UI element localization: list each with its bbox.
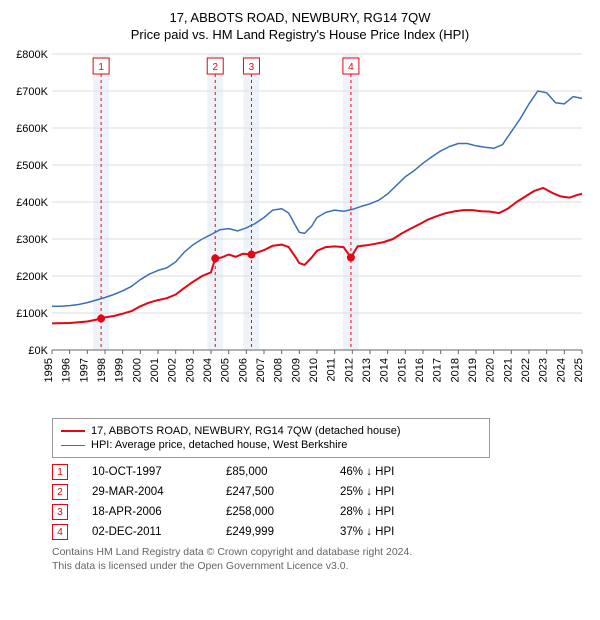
- x-tick-label: 2009: [290, 358, 302, 382]
- x-tick-label: 2011: [326, 358, 338, 382]
- x-tick-label: 2010: [308, 358, 320, 382]
- y-tick-label: £200K: [16, 271, 48, 283]
- event-marker-label: 1: [98, 62, 104, 73]
- x-tick-label: 2023: [538, 358, 550, 382]
- x-tick-label: 2025: [573, 358, 585, 382]
- sale-marker-icon: 2: [52, 484, 68, 500]
- y-tick-label: £100K: [16, 308, 48, 320]
- y-tick-label: £400K: [16, 197, 48, 209]
- x-tick-label: 2021: [502, 358, 514, 382]
- x-tick-label: 2007: [255, 358, 267, 382]
- sale-hpi-delta: 46% ↓ HPI: [340, 466, 450, 478]
- x-tick-label: 2000: [131, 358, 143, 382]
- sale-price: £258,000: [226, 506, 316, 518]
- footer-attribution: Contains HM Land Registry data © Crown c…: [52, 546, 590, 573]
- y-tick-label: £300K: [16, 234, 48, 246]
- sales-row: 1 10-OCT-1997 £85,000 46% ↓ HPI: [52, 464, 590, 480]
- footer-line: Contains HM Land Registry data © Crown c…: [52, 546, 590, 560]
- x-tick-label: 2022: [520, 358, 532, 382]
- legend-label: 17, ABBOTS ROAD, NEWBURY, RG14 7QW (deta…: [91, 425, 401, 437]
- x-tick-label: 1996: [61, 358, 73, 382]
- sale-hpi-delta: 28% ↓ HPI: [340, 506, 450, 518]
- x-tick-label: 2005: [220, 358, 232, 382]
- x-tick-label: 2014: [379, 358, 391, 382]
- sale-marker-icon: 4: [52, 524, 68, 540]
- y-tick-label: £500K: [16, 160, 48, 172]
- x-tick-label: 2003: [184, 358, 196, 382]
- sales-row: 3 18-APR-2006 £258,000 28% ↓ HPI: [52, 504, 590, 520]
- x-tick-label: 2001: [149, 358, 161, 382]
- sale-hpi-delta: 37% ↓ HPI: [340, 526, 450, 538]
- x-tick-label: 2016: [414, 358, 426, 382]
- sales-table: 1 10-OCT-1997 £85,000 46% ↓ HPI 2 29-MAR-2004…: [52, 464, 590, 540]
- sale-price: £249,999: [226, 526, 316, 538]
- chart-subtitle: Price paid vs. HM Land Registry's House …: [10, 27, 590, 42]
- x-tick-label: 2012: [343, 358, 355, 382]
- sale-marker-icon: 1: [52, 464, 68, 480]
- x-tick-label: 1998: [96, 358, 108, 382]
- legend-item: HPI: Average price, detached house, West…: [61, 439, 481, 451]
- series-line: [52, 91, 582, 306]
- x-tick-label: 1995: [43, 358, 55, 382]
- legend-swatch-icon: [61, 445, 85, 446]
- x-tick-label: 2004: [202, 358, 214, 382]
- x-tick-label: 1997: [78, 358, 90, 382]
- event-marker-label: 3: [249, 62, 255, 73]
- sale-date: 18-APR-2006: [92, 506, 202, 518]
- x-tick-label: 2018: [449, 358, 461, 382]
- sale-date: 02-DEC-2011: [92, 526, 202, 538]
- x-tick-label: 2013: [361, 358, 373, 382]
- footer-line: This data is licensed under the Open Gov…: [52, 560, 590, 574]
- sale-marker-icon: 3: [52, 504, 68, 520]
- x-tick-label: 1999: [114, 358, 126, 382]
- x-tick-label: 2015: [396, 358, 408, 382]
- event-marker-label: 4: [348, 62, 354, 73]
- x-tick-label: 2024: [555, 358, 567, 382]
- legend: 17, ABBOTS ROAD, NEWBURY, RG14 7QW (deta…: [52, 418, 490, 458]
- y-tick-label: £0K: [28, 345, 48, 357]
- sale-date: 10-OCT-1997: [92, 466, 202, 478]
- sale-hpi-delta: 25% ↓ HPI: [340, 486, 450, 498]
- legend-item: 17, ABBOTS ROAD, NEWBURY, RG14 7QW (deta…: [61, 425, 481, 437]
- x-tick-label: 2006: [237, 358, 249, 382]
- event-marker-label: 2: [212, 62, 218, 73]
- y-tick-label: £800K: [16, 50, 48, 61]
- legend-swatch-icon: [61, 430, 85, 432]
- sale-price: £247,500: [226, 486, 316, 498]
- x-tick-label: 2019: [467, 358, 479, 382]
- sales-row: 2 29-MAR-2004 £247,500 25% ↓ HPI: [52, 484, 590, 500]
- series-line: [52, 188, 582, 324]
- x-tick-label: 2017: [432, 358, 444, 382]
- x-tick-label: 2008: [273, 358, 285, 382]
- y-tick-label: £600K: [16, 123, 48, 135]
- price-chart: £0K £100K £200K £300K £400K £500K £600K £700K £8…: [10, 50, 590, 410]
- x-tick-label: 2020: [485, 358, 497, 382]
- y-tick-label: £700K: [16, 86, 48, 98]
- sale-price: £85,000: [226, 466, 316, 478]
- sales-row: 4 02-DEC-2011 £249,999 37% ↓ HPI: [52, 524, 590, 540]
- chart-title: 17, ABBOTS ROAD, NEWBURY, RG14 7QW: [10, 10, 590, 25]
- legend-label: HPI: Average price, detached house, West…: [91, 439, 347, 451]
- x-tick-label: 2002: [167, 358, 179, 382]
- sale-date: 29-MAR-2004: [92, 486, 202, 498]
